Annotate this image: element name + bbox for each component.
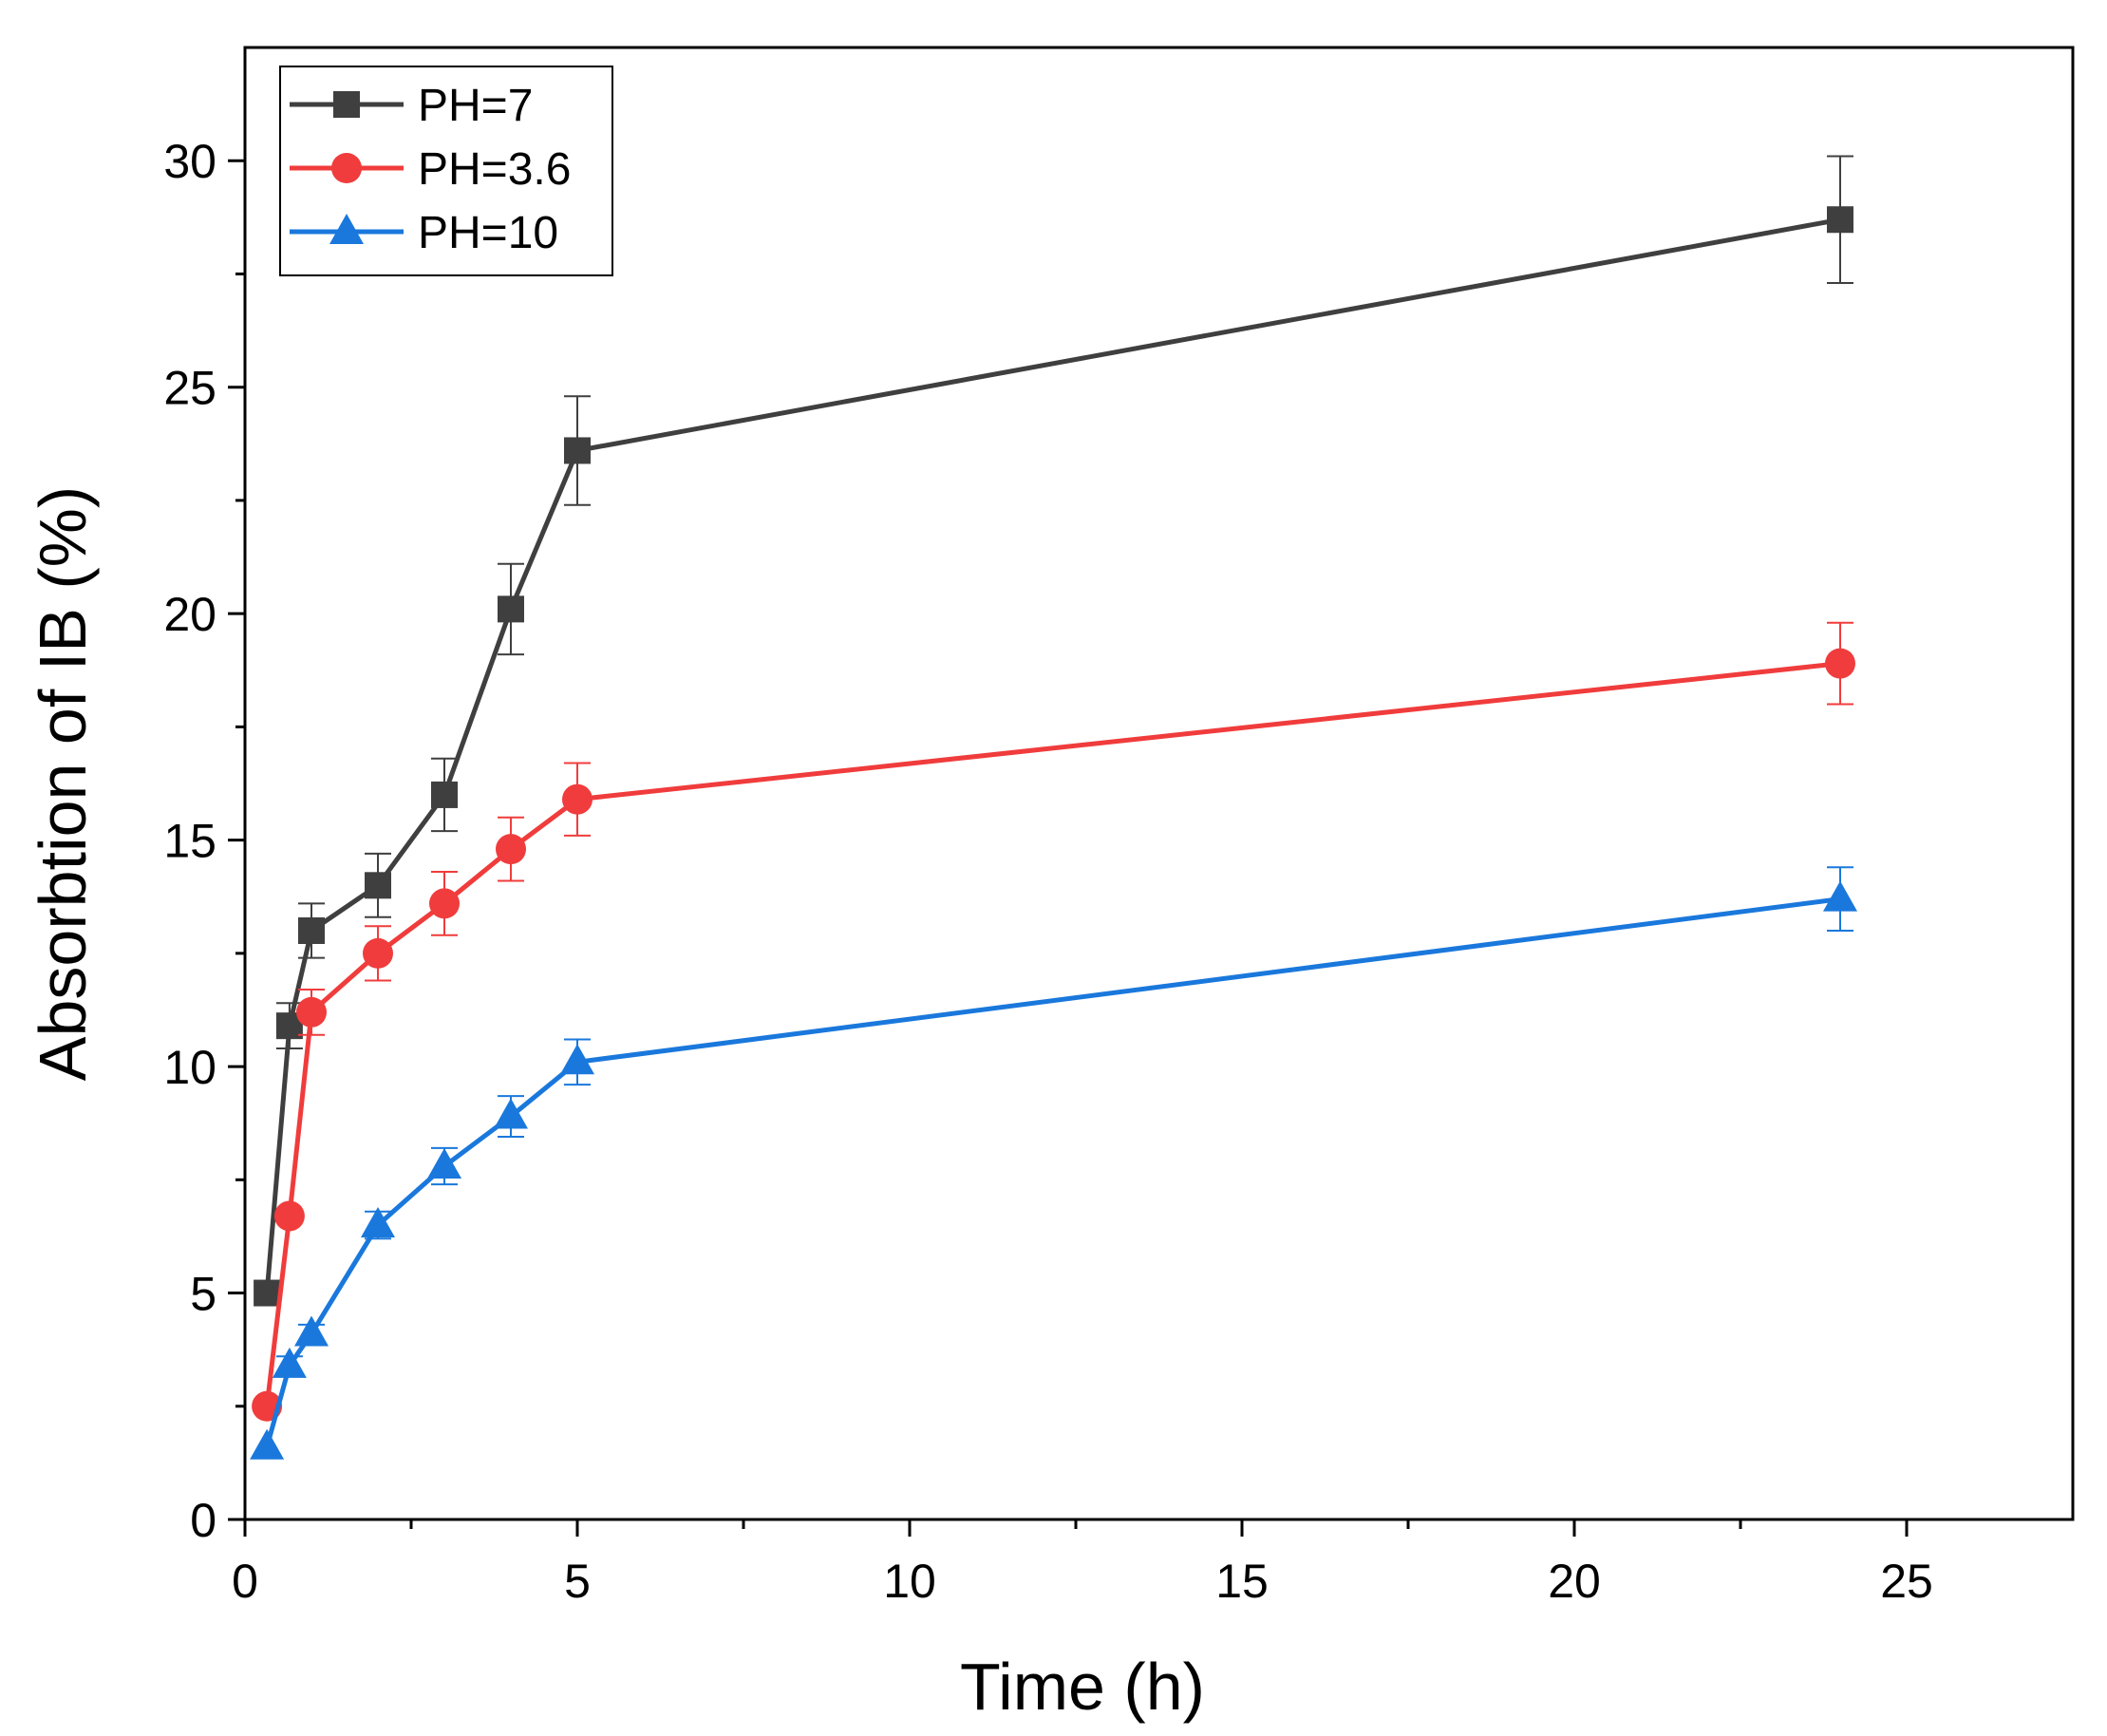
- data-point: [564, 437, 591, 464]
- legend: PH=7 PH=3.6 PH=10: [279, 66, 613, 276]
- y-axis-title: Absorbtion of IB (%): [26, 486, 100, 1081]
- axis-ticks: [228, 159, 1909, 1537]
- y-tick-label: 15: [163, 815, 216, 868]
- data-point: [363, 937, 393, 969]
- y-tick-label: 20: [163, 588, 216, 641]
- legend-item-2: PH=3.6: [290, 144, 571, 195]
- data-point: [272, 1347, 307, 1378]
- y-tick-label: 0: [190, 1494, 216, 1547]
- y-tick-label: 25: [163, 362, 216, 415]
- data-point: [494, 1098, 528, 1129]
- legend-label: PH=7: [418, 81, 533, 131]
- x-tick-label: 10: [883, 1555, 936, 1608]
- plot-frame: [243, 46, 2075, 1521]
- data-point: [496, 834, 526, 865]
- data-point: [560, 1044, 594, 1075]
- legend-marker: [333, 91, 360, 118]
- data-point: [1823, 880, 1857, 912]
- data-point: [498, 595, 524, 623]
- y-tick-label: 30: [163, 135, 216, 188]
- series-line: [264, 661, 1841, 1407]
- data-point: [273, 1200, 305, 1232]
- legend-marker: [331, 153, 362, 183]
- data-point: [429, 888, 460, 919]
- series-line: [264, 217, 1841, 1293]
- series-line: [264, 896, 1841, 1448]
- data-point: [1827, 206, 1853, 234]
- data-point: [562, 783, 593, 815]
- axis-tick-labels: 0 5 10 15 20 25 0 5 10 15 20 25 30: [163, 135, 1932, 1608]
- data-point: [294, 1315, 329, 1347]
- data-point: [431, 781, 458, 808]
- series-1: [254, 155, 1853, 1307]
- x-tick-label: 0: [232, 1555, 258, 1608]
- data-point: [361, 1207, 395, 1237]
- x-tick-label: 15: [1215, 1555, 1269, 1608]
- data-point: [250, 1428, 285, 1460]
- x-axis-title: Time (h): [960, 1650, 1205, 1724]
- y-tick-label: 10: [163, 1041, 216, 1094]
- y-tick-label: 5: [190, 1268, 216, 1321]
- data-point: [1825, 648, 1855, 679]
- data-point: [298, 917, 325, 944]
- legend-label: PH=10: [418, 208, 558, 258]
- data-point: [254, 1279, 281, 1307]
- legend-label: PH=3.6: [418, 144, 571, 195]
- legend-item-1: PH=7: [290, 81, 533, 131]
- data-point: [296, 996, 327, 1028]
- data-point: [427, 1148, 461, 1179]
- data-series: [250, 155, 1857, 1460]
- x-tick-label: 25: [1880, 1555, 1933, 1608]
- x-tick-label: 20: [1548, 1555, 1601, 1608]
- legend-item-3: PH=10: [290, 208, 558, 258]
- series-2: [252, 621, 1855, 1422]
- data-point: [365, 872, 391, 899]
- series-3: [250, 866, 1857, 1460]
- legend-marker: [329, 214, 364, 244]
- x-tick-label: 5: [564, 1555, 591, 1608]
